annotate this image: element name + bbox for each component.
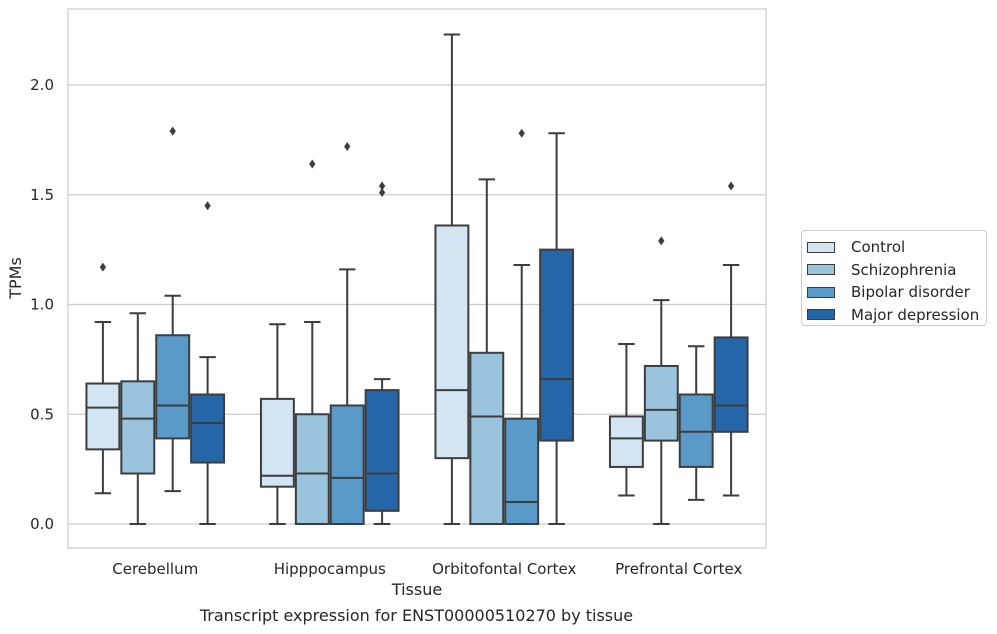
y-tick-label: 1.5 — [30, 186, 54, 204]
box-bipolar-disorder — [329, 141, 365, 525]
box-bipolar-disorder — [155, 126, 191, 493]
y-tick-label: 2.0 — [30, 76, 54, 94]
iqr-box — [329, 404, 365, 525]
box-control — [434, 33, 470, 525]
legend-item: Major depression — [807, 304, 986, 327]
outlier-point — [378, 181, 386, 191]
x-tick-label: Prefrontal Cortex — [615, 560, 742, 578]
outlier-point — [378, 188, 386, 198]
box-major-depression — [190, 201, 226, 525]
box-bipolar-disorder — [504, 128, 540, 526]
legend-item: Bipolar disorder — [807, 281, 986, 304]
y-tick-labels: 0.0 0.5 1.0 1.5 2.0 — [30, 76, 54, 533]
outlier-point — [727, 181, 735, 191]
outlier-point — [344, 141, 351, 151]
iqr-box — [190, 393, 226, 464]
iqr-box — [259, 397, 295, 488]
legend: Control Schizophrenia Bipolar disorder Majo… — [801, 230, 987, 326]
legend-swatch — [807, 286, 835, 298]
figure-caption: Transcript expression for ENST0000051027… — [199, 606, 634, 625]
iqr-box — [608, 415, 644, 468]
boxes-layer — [85, 33, 749, 526]
outlier-point — [169, 126, 176, 136]
iqr-box — [504, 417, 540, 526]
iqr-box — [364, 389, 400, 512]
x-tick-labels: Cerebellum Hipppocampus Orbitofontal Corte… — [112, 560, 742, 578]
iqr-box — [469, 351, 505, 526]
outlier-point — [204, 201, 211, 211]
iqr-box — [294, 413, 330, 525]
iqr-box — [678, 393, 714, 468]
box-schizophrenia — [120, 312, 156, 525]
legend-item: Schizophrenia — [807, 259, 986, 282]
legend-swatch — [807, 309, 835, 321]
outlier-point — [309, 159, 316, 169]
box-schizophrenia — [469, 178, 505, 526]
legend-item: Control — [807, 236, 986, 259]
legend-label: Control — [851, 238, 906, 257]
legend-label: Major depression — [851, 305, 980, 324]
box-major-depression — [539, 132, 575, 525]
box-bipolar-disorder — [678, 345, 714, 501]
box-major-depression — [364, 181, 400, 525]
iqr-box — [120, 380, 156, 475]
box-control — [85, 262, 121, 495]
outlier-point — [658, 236, 665, 246]
box-major-depression — [713, 181, 749, 497]
y-tick-label: 0.0 — [30, 515, 54, 533]
box-schizophrenia — [294, 159, 330, 525]
x-tick-label: Orbitofontal Cortex — [432, 560, 576, 578]
outlier-point — [518, 128, 525, 138]
iqr-box — [643, 364, 679, 442]
iqr-box — [155, 334, 191, 440]
legend-swatch — [807, 264, 835, 276]
x-tick-label: Cerebellum — [112, 560, 198, 578]
plot-frame — [67, 8, 767, 549]
box-schizophrenia — [643, 236, 679, 525]
legend-label: Schizophrenia — [851, 260, 957, 279]
legend-label: Bipolar disorder — [851, 283, 970, 302]
iqr-box — [85, 382, 121, 451]
iqr-box — [713, 336, 749, 433]
outlier-point — [99, 262, 107, 272]
iqr-box — [539, 248, 575, 442]
x-axis-title: Tissue — [391, 580, 442, 599]
y-axis-title: TPMs — [6, 257, 25, 300]
y-tick-label: 1.0 — [30, 296, 54, 314]
x-tick-label: Hipppocampus — [274, 560, 386, 578]
box-control — [608, 343, 644, 497]
iqr-box — [434, 224, 470, 460]
legend-swatch — [807, 241, 835, 253]
box-control — [259, 323, 295, 525]
y-tick-label: 0.5 — [30, 405, 54, 423]
